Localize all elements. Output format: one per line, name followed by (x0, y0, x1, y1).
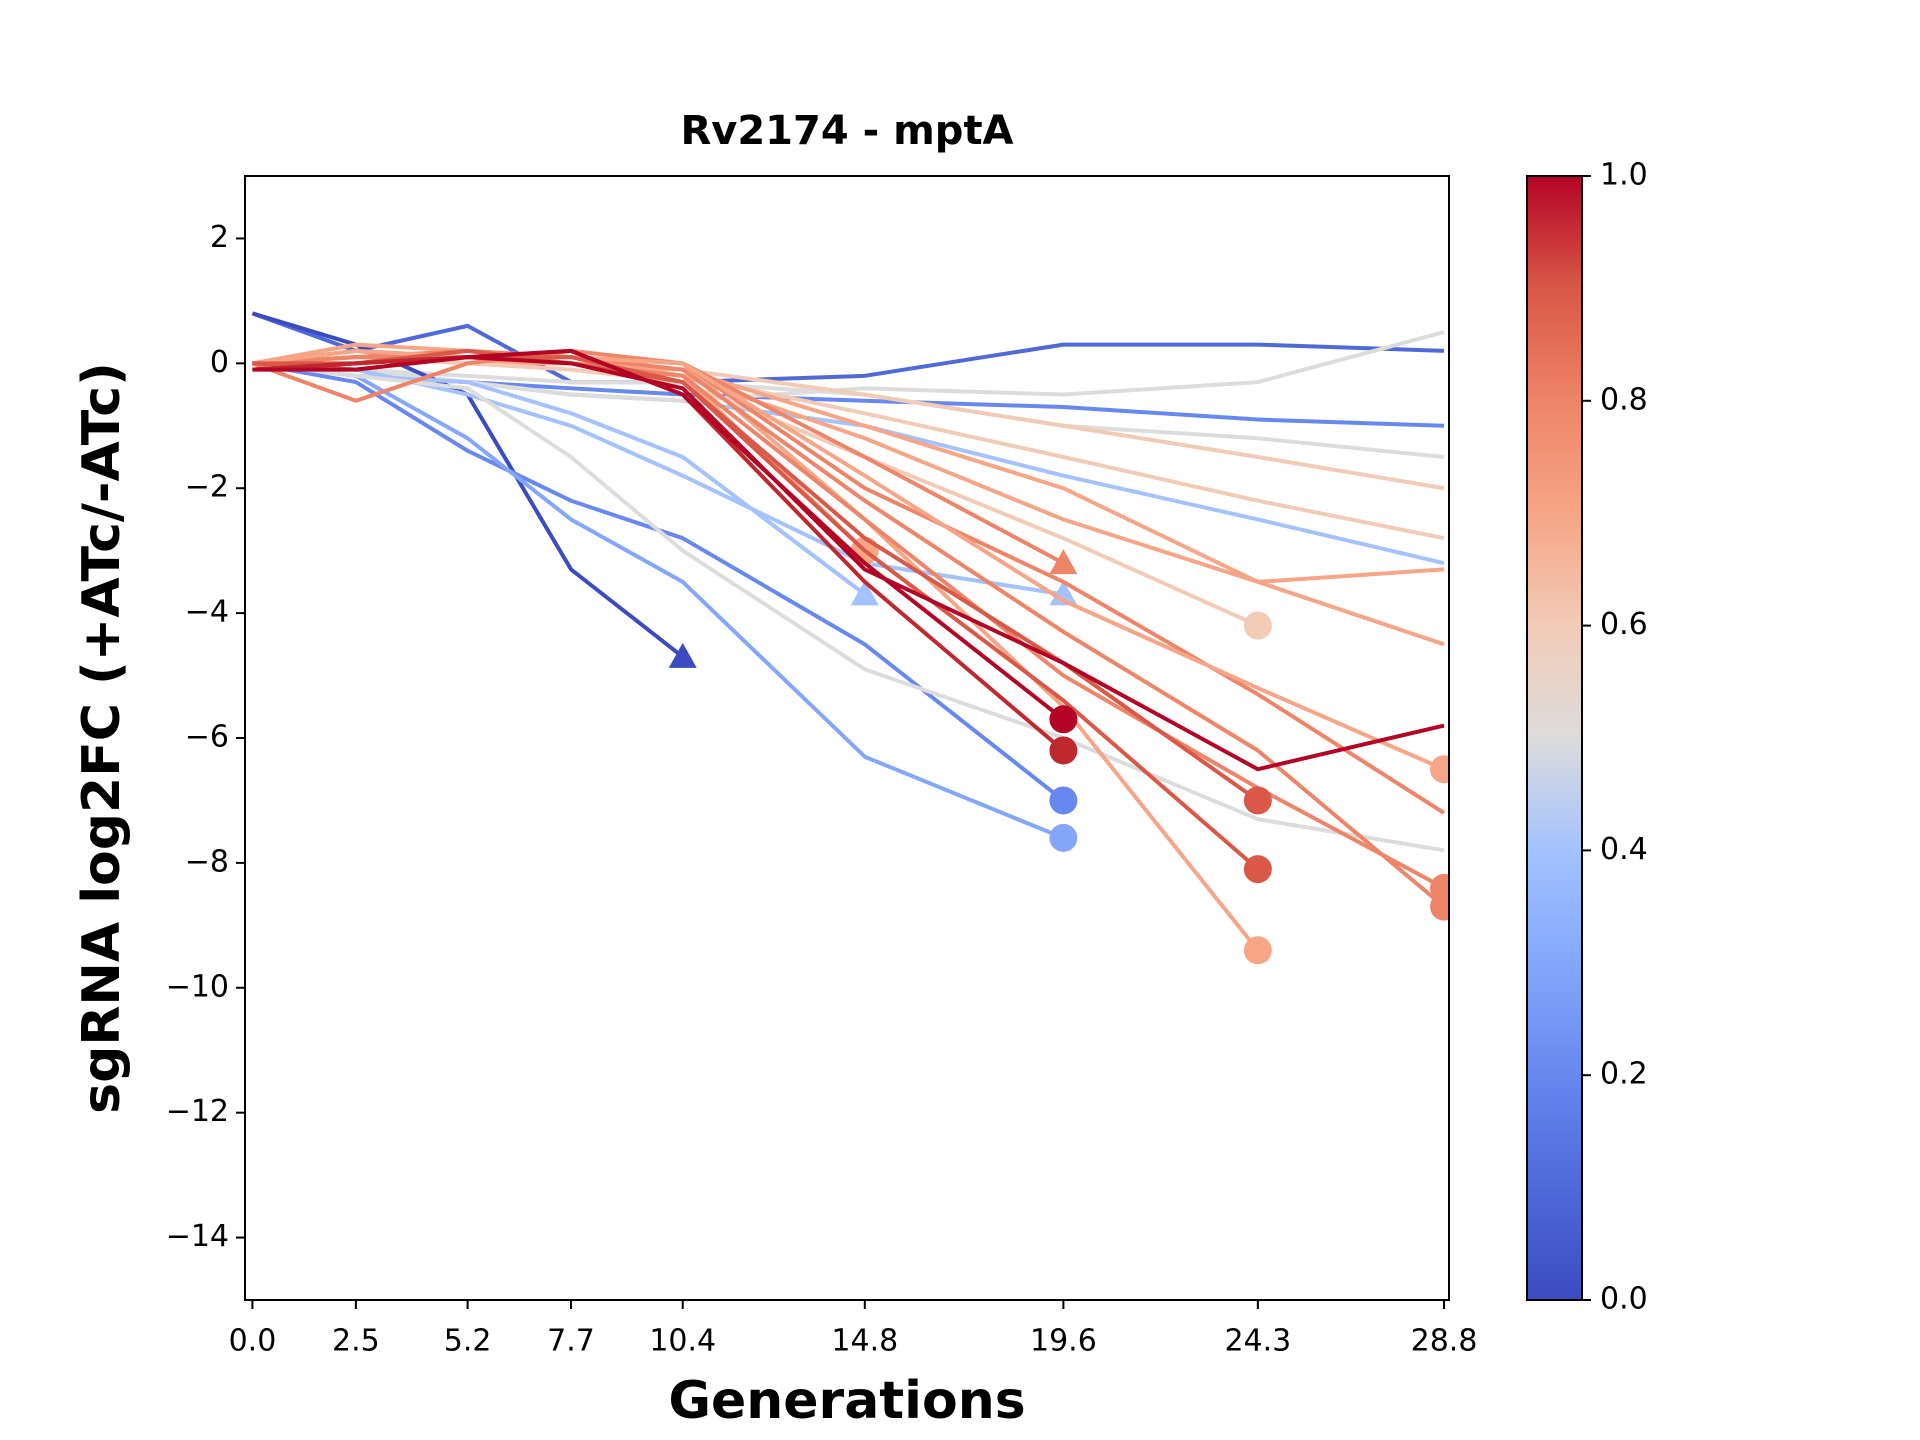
series-line (252, 361, 1065, 840)
chart-title: Rv2174 - mptA (680, 108, 1013, 154)
end-marker (1430, 755, 1449, 784)
x-tick-label: 28.8 (1411, 1324, 1478, 1359)
end-marker (1049, 823, 1078, 852)
series-line (252, 348, 1260, 803)
y-tick-label: −8 (185, 844, 229, 879)
colorbar-tick-label: 0.2 (1600, 1057, 1648, 1092)
colorbar-tick-label: 0.0 (1600, 1282, 1648, 1317)
y-tick-label: −14 (166, 1219, 229, 1254)
series-line (252, 355, 1445, 890)
end-marker (1049, 736, 1078, 765)
end-marker (1243, 855, 1272, 884)
y-tick-label: −2 (185, 470, 229, 505)
y-tick-label: −10 (166, 969, 229, 1004)
end-marker (1049, 705, 1078, 734)
colorbar-tick-label: 0.6 (1600, 607, 1648, 642)
y-tick-label: −4 (185, 595, 229, 630)
colorbar-tick-label: 0.8 (1600, 382, 1648, 417)
end-marker (1430, 892, 1449, 921)
y-tick-label: −6 (185, 720, 229, 755)
x-axis-label: Generations (668, 1371, 1025, 1431)
x-tick-label: 14.8 (831, 1324, 898, 1359)
colorbar-tick-label: 0.4 (1600, 832, 1648, 867)
y-tick-label: 2 (210, 220, 229, 255)
series-line (252, 330, 1445, 403)
end-marker (850, 580, 879, 606)
x-tick-label: 24.3 (1224, 1324, 1291, 1359)
plot-area (251, 311, 1449, 965)
y-tick-label: −12 (166, 1094, 229, 1129)
series-line (252, 361, 1445, 853)
y-tick-label: 0 (210, 345, 229, 380)
x-tick-label: 19.6 (1030, 1324, 1097, 1359)
end-marker (1049, 580, 1078, 606)
colorbar (1526, 175, 1583, 1301)
end-marker (1243, 786, 1272, 815)
x-tick-label: 0.0 (229, 1324, 277, 1359)
series-line (252, 348, 1065, 721)
series-line (252, 348, 1445, 772)
end-marker (1243, 936, 1272, 965)
x-tick-label: 7.7 (547, 1324, 595, 1359)
end-marker (668, 642, 697, 668)
x-tick-label: 2.5 (332, 1324, 380, 1359)
end-marker (1049, 786, 1078, 815)
end-marker (1049, 549, 1078, 575)
series-line (252, 348, 1446, 909)
x-tick-label: 10.4 (649, 1324, 716, 1359)
colorbar-tick-label: 1.0 (1600, 158, 1648, 193)
y-axis-label: sgRNA log2FC (+ATc/-ATc) (72, 362, 132, 1114)
x-tick-label: 5.2 (444, 1324, 492, 1359)
end-marker (1243, 611, 1272, 640)
series-line (252, 361, 1065, 803)
